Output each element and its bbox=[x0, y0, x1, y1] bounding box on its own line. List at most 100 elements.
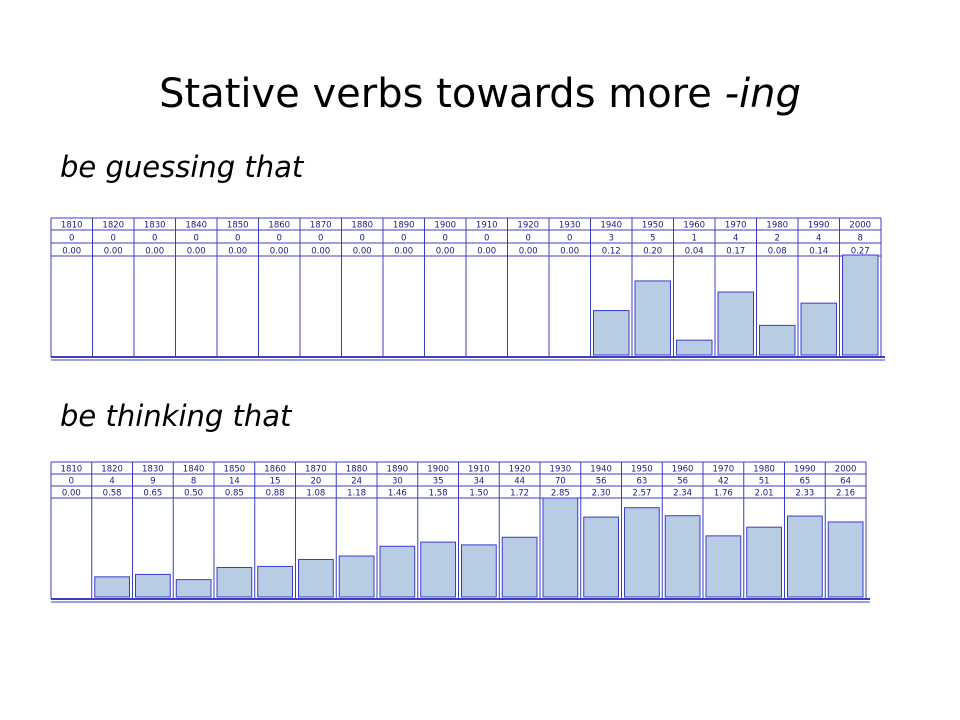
chart-1-count-label: 5 bbox=[650, 234, 655, 244]
chart-2-bar bbox=[338, 555, 375, 598]
chart-1-count-label: 0 bbox=[277, 234, 282, 244]
chart-2-value-label: 1.08 bbox=[306, 489, 325, 499]
chart-1-decade-label: 1900 bbox=[434, 221, 456, 231]
chart-1-value-label: 0.00 bbox=[311, 247, 330, 257]
chart-2-bar bbox=[461, 544, 497, 598]
chart-2-value-label: 2.34 bbox=[673, 489, 692, 499]
chart-2-count-label: 65 bbox=[799, 477, 810, 487]
chart-1-decade-label: 1870 bbox=[310, 221, 332, 231]
chart-1-decade-label: 1810 bbox=[61, 221, 83, 231]
chart-2-bar bbox=[542, 497, 579, 598]
chart-2-count-label: 63 bbox=[636, 477, 647, 487]
chart-2-value-label: 1.76 bbox=[714, 489, 733, 499]
chart-2-decade-label: 2000 bbox=[835, 465, 857, 475]
chart-2-decade-label: 1860 bbox=[264, 465, 286, 475]
chart-2-decade-label: 1900 bbox=[427, 465, 449, 475]
chart-1-value-label: 0.00 bbox=[270, 247, 289, 257]
chart-1-value-label: 0.00 bbox=[394, 247, 413, 257]
chart-2-value-label: 1.18 bbox=[347, 489, 366, 499]
chart-2-decade-label: 1960 bbox=[672, 465, 694, 475]
chart-2-value-label: 2.57 bbox=[632, 489, 651, 499]
chart-2-bar bbox=[827, 521, 864, 598]
chart-1-decade-label: 1820 bbox=[102, 221, 124, 231]
chart-1-value-label: 0.00 bbox=[519, 247, 538, 257]
chart-2-bar bbox=[379, 545, 416, 598]
chart-1-decade-label: 1910 bbox=[476, 221, 498, 231]
chart-2-count-label: 9 bbox=[150, 477, 155, 487]
chart-2-decade-label: 1950 bbox=[631, 465, 653, 475]
chart-1-value-label: 0.00 bbox=[477, 247, 496, 257]
chart-1-decade-label: 1830 bbox=[144, 221, 166, 231]
chart-2-count-label: 30 bbox=[392, 477, 403, 487]
chart-2-value-label: 2.16 bbox=[836, 489, 855, 499]
chart-1-count-label: 1 bbox=[692, 234, 697, 244]
chart-2-count-label: 56 bbox=[677, 477, 688, 487]
chart-1-decade-label: 2000 bbox=[849, 221, 871, 231]
chart-1-decade-label: 1990 bbox=[808, 221, 830, 231]
chart-1-decade-label: 1860 bbox=[268, 221, 290, 231]
chart-2-bar bbox=[705, 535, 742, 598]
chart-2-decade-label: 1970 bbox=[713, 465, 735, 475]
slide-title-main: Stative verbs towards more bbox=[159, 71, 725, 117]
chart-1-value-label: 0.08 bbox=[768, 247, 787, 257]
chart-2-bar bbox=[746, 526, 782, 598]
chart-1-bar bbox=[759, 324, 796, 356]
chart-2-count-label: 51 bbox=[759, 477, 770, 487]
chart-1-count-label: 8 bbox=[858, 234, 863, 244]
chart-2-count-label: 0 bbox=[69, 477, 74, 487]
chart-1-value-label: 0.00 bbox=[560, 247, 579, 257]
chart-1-decade-label: 1890 bbox=[393, 221, 415, 231]
chart-2-value-label: 0.00 bbox=[62, 489, 81, 499]
chart-1-count-label: 2 bbox=[775, 234, 780, 244]
chart-1-value-label: 0.00 bbox=[145, 247, 164, 257]
chart-1-count-label: 0 bbox=[194, 234, 199, 244]
slide-title-emphasis: -ing bbox=[724, 71, 801, 117]
chart-1-value-label: 0.17 bbox=[726, 247, 745, 257]
chart-1-decade-label: 1950 bbox=[642, 221, 664, 231]
chart-2-value-label: 2.85 bbox=[551, 489, 570, 499]
chart-2-value-label: 1.72 bbox=[510, 489, 529, 499]
chart-2-bar bbox=[135, 573, 171, 598]
chart-2-decade-label: 1910 bbox=[468, 465, 490, 475]
chart-2-title: be thinking that bbox=[60, 399, 292, 433]
chart-2-bar bbox=[420, 541, 456, 598]
chart-1-count-label: 4 bbox=[816, 234, 821, 244]
chart-1-decade-label: 1840 bbox=[185, 221, 207, 231]
chart-2-decade-label: 1880 bbox=[346, 465, 368, 475]
chart-1-bar bbox=[800, 302, 837, 356]
chart-2-count-label: 42 bbox=[718, 477, 729, 487]
chart-2-value-label: 0.65 bbox=[143, 489, 162, 499]
chart-2-bar bbox=[216, 566, 253, 598]
chart-2-decade-label: 1810 bbox=[61, 465, 83, 475]
chart-2-count-label: 8 bbox=[191, 477, 196, 487]
chart-1-value-label: 0.12 bbox=[602, 247, 621, 257]
chart-1-frame bbox=[50, 217, 885, 361]
chart-1-value-label: 0.04 bbox=[685, 247, 704, 257]
chart-2-decade-label: 1870 bbox=[305, 465, 327, 475]
chart-1-bar bbox=[634, 280, 671, 356]
chart-2-value-label: 1.50 bbox=[469, 489, 488, 499]
chart-1-count-label: 0 bbox=[69, 234, 74, 244]
chart-1-decade-label: 1920 bbox=[517, 221, 539, 231]
chart-2-value-label: 1.58 bbox=[429, 489, 448, 499]
chart-2-decade-label: 1850 bbox=[224, 465, 246, 475]
chart-1-value-label: 0.00 bbox=[104, 247, 123, 257]
chart-1-bar bbox=[842, 254, 879, 356]
slide-title: Stative verbs towards more -ing bbox=[0, 66, 960, 122]
chart-1-decade-label: 1980 bbox=[766, 221, 788, 231]
chart-2-count-label: 70 bbox=[555, 477, 566, 487]
chart-1-count-label: 4 bbox=[733, 234, 738, 244]
chart-2-bar bbox=[94, 576, 130, 598]
chart-1-value-label: 0.00 bbox=[353, 247, 372, 257]
chart-2-frame bbox=[50, 461, 870, 603]
chart-2-count-label: 34 bbox=[473, 477, 484, 487]
chart-1-count-label: 0 bbox=[360, 234, 365, 244]
chart-1-decade-label: 1970 bbox=[725, 221, 747, 231]
chart-2-value-label: 2.30 bbox=[592, 489, 611, 499]
chart-2-value-label: 2.01 bbox=[755, 489, 774, 499]
chart-2-value-label: 1.46 bbox=[388, 489, 407, 499]
chart-2-decade-label: 1980 bbox=[753, 465, 775, 475]
chart-2-count-label: 24 bbox=[351, 477, 362, 487]
chart-2-count-label: 14 bbox=[229, 477, 240, 487]
